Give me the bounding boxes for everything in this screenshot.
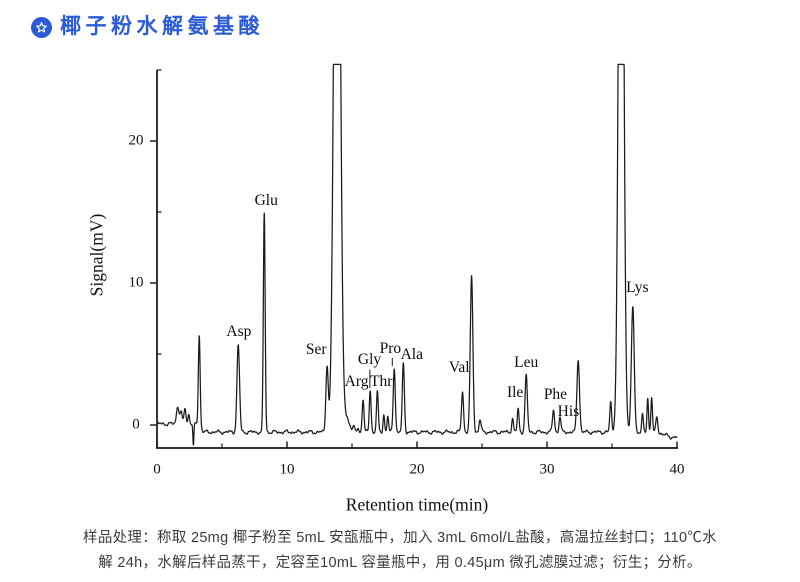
- star-icon: [36, 21, 47, 32]
- peak-label-arg: Arg: [344, 372, 369, 390]
- peak-label-leu: Leu: [514, 353, 539, 371]
- caption-line-2: 解 24h，水解后样品蒸干，定容至10mL 容量瓶中，用 0.45μm 微孔滤膜…: [98, 555, 702, 571]
- peak-label-gly: Gly: [357, 351, 382, 369]
- peak-label-ala: Ala: [400, 346, 423, 364]
- y-tick-label: 20: [128, 132, 144, 149]
- peak-label-phe: Phe: [543, 386, 568, 404]
- peak-label-glu: Glu: [254, 192, 278, 210]
- y-axis-title: Signal(mV): [86, 213, 107, 297]
- peak-label-pro: Pro: [379, 340, 402, 358]
- x-tick-label: 0: [153, 461, 161, 478]
- x-axis-title: Retention time(min): [345, 494, 489, 515]
- peak-label-thr: Thr: [370, 372, 393, 390]
- peak-label-val: Val: [448, 359, 470, 377]
- x-tick-label: 40: [669, 461, 685, 478]
- x-tick-label: 10: [279, 461, 295, 478]
- x-tick-label: 30: [539, 461, 555, 478]
- peak-label-ile: Ile: [506, 384, 524, 402]
- page-title: 椰子粉水解氨基酸: [60, 15, 264, 38]
- y-tick-label: 10: [128, 274, 144, 291]
- x-tick-label: 20: [409, 461, 425, 478]
- peak-label-his: His: [557, 402, 580, 420]
- peak-label-ser: Ser: [305, 341, 327, 359]
- peak-label-lys: Lys: [626, 278, 649, 296]
- peak-label-asp: Asp: [226, 322, 252, 340]
- chromatogram-chart: Signal(mV) Retention time(min) 0 10 20 30 40…: [86, 63, 685, 515]
- y-tick-label: 0: [132, 416, 140, 433]
- chromatogram-plot: [150, 63, 678, 449]
- page-header: 椰子粉水解氨基酸: [31, 15, 264, 39]
- star-badge-icon: [31, 16, 52, 38]
- caption-line-1: 样品处理：称取 25mg 椰子粉至 5mL 安瓿瓶中，加入 3mL 6mol/L…: [83, 530, 717, 546]
- sample-prep-caption: 样品处理：称取 25mg 椰子粉至 5mL 安瓿瓶中，加入 3mL 6mol/L…: [0, 526, 800, 576]
